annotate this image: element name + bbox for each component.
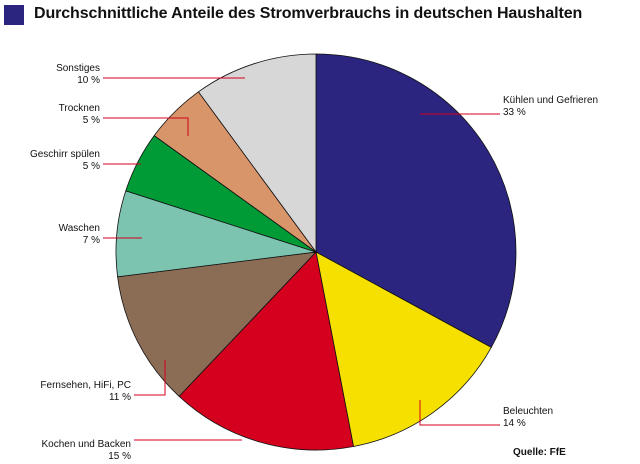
slice-value-7: 10 %: [77, 75, 100, 86]
chart-title: Durchschnittliche Anteile des Stromverbr…: [34, 5, 583, 22]
pie-slice-0: [315, 53, 517, 348]
pie-slice-7: [197, 53, 317, 254]
leader-line-1: [419, 400, 500, 426]
leader-lines: [103, 77, 500, 441]
slice-label-7: Sonstiges: [56, 63, 100, 74]
slice-value-3: 11 %: [109, 392, 131, 403]
slice-value-5: 5 %: [83, 161, 100, 172]
slice-label-5: Geschirr spülen: [30, 149, 100, 160]
slice-label-0: Kühlen und Gefrieren: [503, 95, 598, 106]
title-marker-square: [4, 5, 24, 25]
slice-label-2: Kochen und Backen: [41, 439, 131, 450]
slice-value-6: 5 %: [83, 115, 100, 126]
slice-value-2: 15 %: [108, 451, 131, 462]
pie-slices: [115, 53, 517, 451]
slice-label-4: Waschen: [59, 223, 100, 234]
pie-slice-2: [178, 251, 354, 451]
leader-line-3: [134, 360, 166, 396]
slice-label-6: Trocknen: [59, 103, 100, 114]
slice-value-1: 14 %: [503, 418, 526, 429]
leader-line-6: [103, 117, 189, 136]
pie-slice-1: [315, 251, 492, 447]
slice-value-4: 7 %: [83, 235, 100, 246]
slice-value-0: 33 %: [503, 107, 526, 118]
slice-label-3: Fernsehen, HiFi, PC: [40, 380, 131, 391]
slice-label-1: Beleuchten: [503, 406, 553, 417]
pie-slice-3: [117, 251, 318, 397]
source-note: Quelle: FfE: [513, 447, 566, 458]
